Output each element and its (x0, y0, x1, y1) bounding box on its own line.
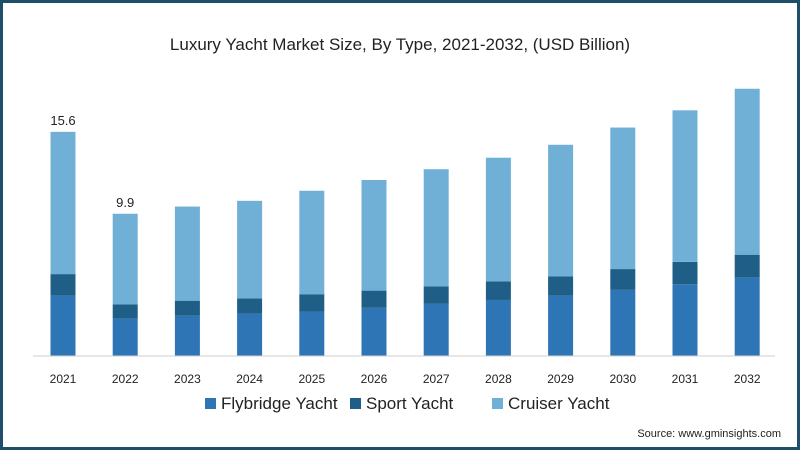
bar-cruiser-yacht-2026 (361, 179, 387, 291)
bar-cruiser-yacht-2027 (423, 169, 449, 287)
x-tick-label-2030: 2030 (609, 372, 636, 386)
bar-cruiser-yacht-2029 (548, 144, 574, 277)
bar-flybridge-yacht-2030 (610, 289, 636, 356)
x-tick-label-2024: 2024 (236, 372, 263, 386)
bar-sport-yacht-2023 (174, 300, 200, 316)
x-tick-label-2025: 2025 (298, 372, 325, 386)
x-tick-label-2032: 2032 (734, 372, 761, 386)
bars-layer (50, 88, 760, 356)
x-tick-label-2031: 2031 (672, 372, 699, 386)
bar-flybridge-yacht-2025 (299, 311, 325, 356)
bar-cruiser-yacht-2030 (610, 127, 636, 270)
legend-swatch-flybridge-yacht (205, 398, 216, 409)
bar-sport-yacht-2021 (50, 274, 76, 296)
bar-flybridge-yacht-2023 (174, 315, 200, 356)
x-tick-label-2028: 2028 (485, 372, 512, 386)
source-note: Source: www.gminsights.com (637, 428, 781, 440)
bar-cruiser-yacht-2025 (299, 190, 325, 295)
legend-label-cruiser-yacht: Cruiser Yacht (508, 394, 610, 413)
bar-flybridge-yacht-2031 (672, 284, 698, 356)
bar-flybridge-yacht-2032 (734, 277, 760, 356)
bar-sport-yacht-2028 (485, 281, 511, 300)
bar-sport-yacht-2026 (361, 290, 387, 308)
x-tick-label-2029: 2029 (547, 372, 574, 386)
bar-flybridge-yacht-2021 (50, 295, 76, 356)
legend-swatch-sport-yacht (350, 398, 361, 409)
chart-title: Luxury Yacht Market Size, By Type, 2021-… (170, 35, 630, 54)
bar-sport-yacht-2027 (423, 286, 449, 304)
bar-flybridge-yacht-2026 (361, 307, 387, 356)
data-label-2021: 15.6 (50, 113, 75, 128)
bar-sport-yacht-2032 (734, 254, 760, 278)
bar-cruiser-yacht-2028 (485, 157, 511, 282)
bar-sport-yacht-2025 (299, 294, 325, 312)
legend: Flybridge Yacht Sport Yacht Cruiser Yacht (205, 394, 610, 413)
bar-flybridge-yacht-2024 (237, 313, 263, 356)
bar-cruiser-yacht-2021 (50, 131, 76, 275)
bar-flybridge-yacht-2029 (548, 295, 574, 356)
x-tick-label-2021: 2021 (50, 372, 77, 386)
data-labels: 15.6 9.9 (50, 113, 134, 210)
bar-cruiser-yacht-2032 (734, 88, 760, 255)
bar-cruiser-yacht-2024 (237, 200, 263, 299)
chart: Luxury Yacht Market Size, By Type, 2021-… (33, 35, 781, 440)
x-tick-label-2023: 2023 (174, 372, 201, 386)
legend-label-flybridge-yacht: Flybridge Yacht (221, 394, 338, 413)
x-tick-label-2022: 2022 (112, 372, 139, 386)
legend-swatch-cruiser-yacht (492, 398, 503, 409)
bar-sport-yacht-2024 (237, 298, 263, 314)
x-tick-label-2027: 2027 (423, 372, 450, 386)
bar-cruiser-yacht-2022 (112, 213, 138, 305)
bar-flybridge-yacht-2022 (112, 318, 138, 356)
bar-sport-yacht-2022 (112, 304, 138, 319)
bar-flybridge-yacht-2028 (485, 299, 511, 356)
bar-sport-yacht-2029 (548, 276, 574, 296)
bar-flybridge-yacht-2027 (423, 303, 449, 356)
x-tick-label-2026: 2026 (361, 372, 388, 386)
bar-cruiser-yacht-2031 (672, 110, 698, 262)
legend-label-sport-yacht: Sport Yacht (366, 394, 454, 413)
bar-cruiser-yacht-2023 (174, 206, 200, 301)
x-axis-tick-labels: 2021 2022 2023 2024 2025 2026 2027 2028 2029 2030… (50, 372, 761, 386)
bar-sport-yacht-2030 (610, 269, 636, 290)
bar-sport-yacht-2031 (672, 261, 698, 285)
data-label-2022: 9.9 (116, 195, 134, 210)
